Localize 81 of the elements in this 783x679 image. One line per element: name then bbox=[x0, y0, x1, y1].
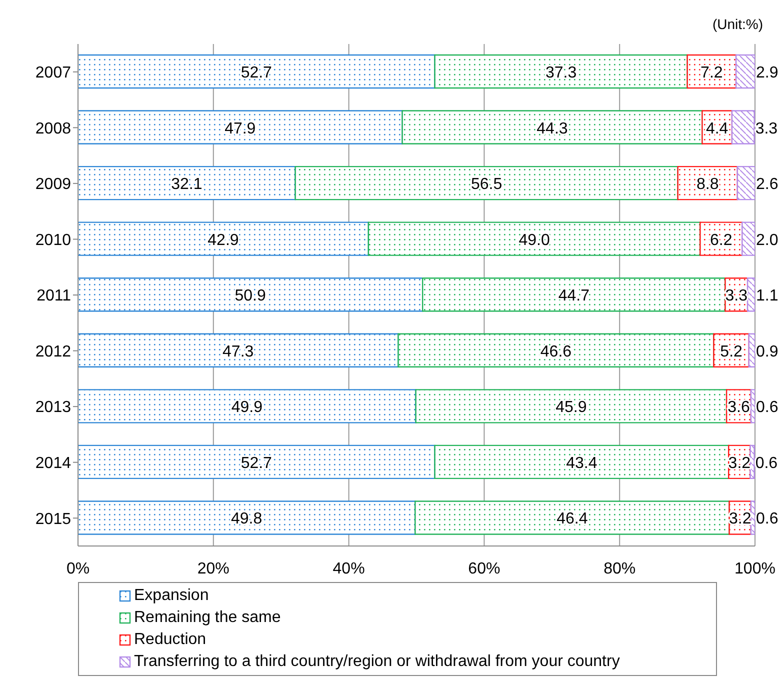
y-tick-label: 2014 bbox=[35, 455, 72, 472]
data-label: 7.2 bbox=[700, 64, 723, 82]
data-label: 49.9 bbox=[231, 399, 263, 416]
bar bbox=[402, 110, 703, 144]
data-label: 3.6 bbox=[728, 399, 750, 416]
data-label: 0.6 bbox=[756, 510, 778, 528]
y-tick-label: 2007 bbox=[35, 64, 72, 82]
bar bbox=[750, 444, 755, 480]
y-tick-label: 2010 bbox=[35, 232, 72, 249]
legend-label: Remaining the same bbox=[134, 608, 281, 628]
bar bbox=[414, 500, 730, 535]
data-label: 52.7 bbox=[240, 454, 272, 472]
data-label: 49.0 bbox=[518, 232, 550, 249]
data-label: 4.4 bbox=[706, 120, 728, 138]
data-label: 8.8 bbox=[696, 176, 719, 194]
x-tick-label: 80% bbox=[604, 560, 636, 578]
data-label: 2.6 bbox=[756, 176, 778, 194]
data-label: 44.7 bbox=[558, 288, 590, 305]
data-label: 42.9 bbox=[208, 232, 239, 249]
y-tick-label: 2011 bbox=[36, 288, 72, 305]
legend-label: Reduction bbox=[134, 630, 206, 650]
bar bbox=[368, 222, 701, 256]
data-label: 45.9 bbox=[556, 399, 587, 416]
x-tick-label: 100% bbox=[734, 560, 776, 578]
legend-label: Transferring to a third country/region or withdrawal from your country bbox=[134, 652, 620, 672]
bar bbox=[78, 110, 403, 144]
data-label: 3.3 bbox=[755, 120, 778, 138]
data-label: 50.9 bbox=[234, 288, 266, 305]
data-label: 46.6 bbox=[540, 343, 572, 360]
data-label: 44.3 bbox=[536, 120, 568, 138]
bar bbox=[750, 389, 755, 424]
bar bbox=[78, 333, 399, 368]
y-tick-label: 2015 bbox=[35, 510, 72, 528]
bar bbox=[398, 333, 714, 368]
data-label: 0.6 bbox=[756, 399, 778, 416]
data-label: 37.3 bbox=[545, 64, 577, 82]
x-tick-label: 60% bbox=[468, 560, 500, 578]
data-label: 6.2 bbox=[710, 232, 732, 249]
bar bbox=[748, 333, 755, 368]
bar bbox=[294, 166, 678, 200]
legend-label: Expansion bbox=[134, 586, 209, 606]
data-label: 0.6 bbox=[755, 454, 778, 472]
data-label: 49.8 bbox=[231, 510, 262, 528]
bar bbox=[78, 444, 436, 480]
data-label: 3.2 bbox=[728, 454, 751, 472]
bar bbox=[78, 500, 416, 535]
data-label: 52.7 bbox=[240, 64, 272, 82]
data-label: 5.2 bbox=[720, 343, 743, 360]
bar bbox=[78, 389, 416, 424]
x-tick-label: 20% bbox=[197, 560, 230, 578]
bar bbox=[78, 222, 370, 256]
bar bbox=[434, 54, 688, 89]
bar bbox=[415, 389, 728, 424]
bar bbox=[422, 278, 726, 312]
data-label: 3.3 bbox=[725, 288, 748, 305]
x-tick-label: 0% bbox=[66, 560, 90, 578]
data-label: 47.9 bbox=[224, 120, 256, 138]
data-label: 32.1 bbox=[171, 176, 202, 194]
y-tick-label: 2008 bbox=[35, 120, 72, 138]
bar bbox=[434, 444, 730, 480]
data-label: 43.4 bbox=[566, 454, 598, 472]
bar bbox=[742, 222, 755, 256]
bar bbox=[78, 54, 436, 89]
y-tick-label: 2012 bbox=[35, 343, 72, 360]
bar bbox=[736, 166, 755, 200]
bar bbox=[735, 54, 755, 89]
data-label: 0.9 bbox=[756, 343, 778, 360]
data-label: 1.1 bbox=[756, 288, 778, 305]
y-tick-label: 2013 bbox=[35, 399, 72, 416]
bar bbox=[78, 166, 296, 200]
data-label: 2.0 bbox=[756, 232, 778, 249]
y-tick-label: 2009 bbox=[35, 176, 72, 194]
data-label: 47.3 bbox=[222, 343, 254, 360]
bar bbox=[731, 110, 755, 144]
data-label: 2.9 bbox=[756, 64, 778, 82]
bar bbox=[78, 278, 424, 312]
data-label: 56.5 bbox=[471, 176, 502, 194]
bar bbox=[746, 278, 755, 312]
x-tick-label: 40% bbox=[332, 560, 365, 578]
data-label: 46.4 bbox=[556, 510, 588, 528]
text: (Unit:%) bbox=[712, 16, 763, 32]
